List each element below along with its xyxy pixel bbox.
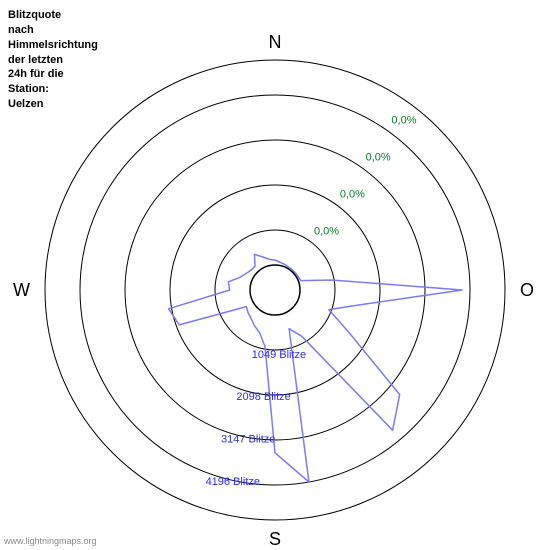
ring-label-lower: 4196 Blitze xyxy=(206,476,260,488)
rose-line xyxy=(169,254,463,482)
ring-label-upper: 0,0% xyxy=(391,115,416,127)
ring-label-upper: 0,0% xyxy=(366,152,391,164)
ring-label-upper: 0,0% xyxy=(314,225,339,237)
compass-s: S xyxy=(269,529,281,549)
compass-w: W xyxy=(13,280,30,300)
grid-ring xyxy=(80,95,470,485)
ring-label-lower: 2098 Blitze xyxy=(236,391,290,403)
compass-e: O xyxy=(520,280,534,300)
ring-label-upper: 0,0% xyxy=(340,188,365,200)
hub-circle xyxy=(250,265,300,315)
ring-label-lower: 1049 Blitze xyxy=(252,349,306,361)
compass-n: N xyxy=(269,32,282,52)
grid-ring xyxy=(170,185,380,395)
grid-ring xyxy=(215,230,335,350)
polar-chart: N S O W 0,0% 0,0% 0,0% 0,0% 1049 Blitze 2098 Blit… xyxy=(0,0,550,550)
ring-label-lower: 3147 Blitze xyxy=(221,433,275,445)
